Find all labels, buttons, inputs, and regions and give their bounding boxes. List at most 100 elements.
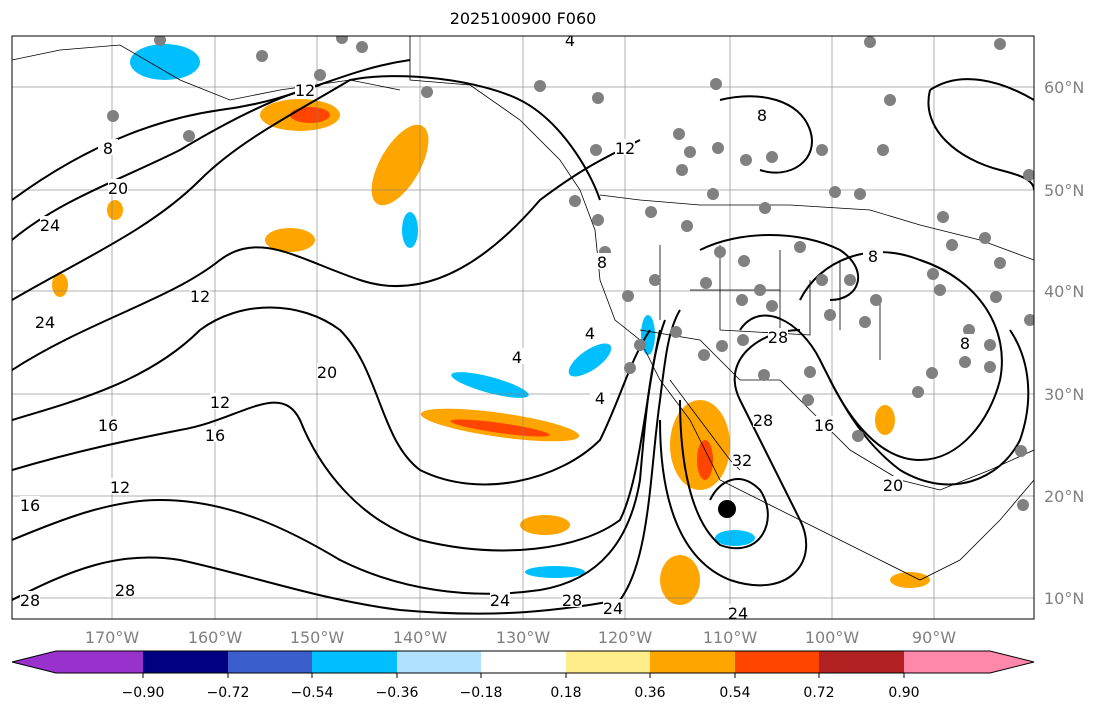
positive-shade (520, 515, 570, 535)
contour-label-bg (295, 81, 315, 97)
latitude-label: 50°N (1044, 181, 1084, 200)
contour-label: 28 (753, 411, 773, 430)
contour-label: 16 (20, 496, 40, 515)
station-dot (569, 195, 581, 207)
station-dot (740, 154, 752, 166)
station-dot (994, 38, 1006, 50)
positive-shade (660, 555, 700, 605)
contour-label: 32 (732, 451, 752, 470)
contour-label: 28 (115, 581, 135, 600)
station-dot (107, 110, 119, 122)
contour-label: 20 (108, 179, 128, 198)
station-dot (714, 246, 726, 258)
contour-label-bg (615, 139, 635, 155)
contour-label: 24 (40, 216, 60, 235)
contour-label-bg (98, 139, 118, 155)
contour-label: 24 (490, 591, 510, 610)
storm-center-marker (718, 500, 736, 518)
colorbar-tick-label: −0.90 (122, 685, 165, 701)
station-dot (759, 202, 771, 214)
contour-label-bg (753, 411, 773, 427)
contour-label-bg (110, 478, 130, 494)
contour-label-bg (768, 328, 788, 344)
contour-label: 8 (597, 253, 607, 272)
plot-title: 2025100900 F060 (449, 9, 597, 28)
station-dot (854, 188, 866, 200)
latitude-label: 40°N (1044, 282, 1084, 301)
contour-label-bg (20, 496, 40, 512)
positive-shade (107, 200, 123, 220)
station-dot (700, 277, 712, 289)
contour-label: 8 (757, 106, 767, 125)
station-dot (766, 300, 778, 312)
station-dot (984, 361, 996, 373)
station-dot (645, 206, 657, 218)
station-dot (622, 290, 634, 302)
latitude-labels: 60°N 50°N 40°N 30°N 20°N 10°N (1044, 78, 1084, 608)
latitude-label: 20°N (1044, 487, 1084, 506)
station-dot (758, 369, 770, 381)
colorbar-segment (143, 651, 228, 673)
station-dot (590, 144, 602, 156)
colorbar-tick-label: −0.18 (460, 685, 503, 701)
station-dot (1024, 314, 1034, 326)
contour-label: 28 (562, 591, 582, 610)
contour-label-bg (560, 36, 580, 47)
station-dot (670, 326, 682, 338)
station-dot (852, 430, 864, 442)
contour-label: 16 (98, 416, 118, 435)
longitude-label: 170°W (85, 628, 140, 647)
contour-label: 16 (205, 426, 225, 445)
contour-label: 24 (35, 313, 55, 332)
contour-label: 24 (728, 604, 748, 623)
station-dot (994, 257, 1006, 269)
station-dot (937, 211, 949, 223)
contour-label-bg (20, 591, 40, 607)
station-dot (314, 69, 326, 81)
contour-label: 24 (603, 599, 623, 618)
contour-label-bg (603, 599, 623, 615)
positive-shade (875, 405, 895, 435)
positive-shade (371, 124, 429, 206)
station-dot (829, 186, 841, 198)
negative-shade (568, 343, 612, 377)
station-dot (804, 366, 816, 378)
station-dot (707, 188, 719, 200)
station-dot (1023, 169, 1034, 181)
longitude-label: 100°W (805, 628, 860, 647)
contour-label: 4 (565, 31, 575, 50)
station-dot (356, 41, 368, 53)
colorbar-tick-label: −0.72 (207, 685, 250, 701)
station-dot (256, 50, 268, 62)
colorbar-tick-label: 0.36 (634, 685, 665, 701)
contour-label: 12 (110, 478, 130, 497)
contour-label-bg (507, 348, 527, 364)
station-dot (534, 80, 546, 92)
station-dot (859, 316, 871, 328)
station-dot (738, 255, 750, 267)
station-dot (673, 128, 685, 140)
station-dot (766, 151, 778, 163)
contour-label-bg (115, 581, 135, 597)
colorbar-segment (228, 651, 312, 673)
station-dots (107, 36, 1034, 511)
station-dot (716, 340, 728, 352)
station-dot (684, 146, 696, 158)
latitude-label: 60°N (1044, 78, 1084, 97)
colorbar-tick-label: 0.18 (550, 685, 581, 701)
station-dot (927, 268, 939, 280)
contour-label-bg (883, 476, 903, 492)
station-dot (754, 284, 766, 296)
colorbar-segment (650, 651, 735, 673)
contours (12, 59, 1034, 615)
station-dot (592, 92, 604, 104)
contour-label-bg (210, 393, 230, 409)
contour-label: 12 (615, 139, 635, 158)
contour-label-bg (580, 324, 600, 340)
positive-shade (290, 107, 330, 123)
station-dot (979, 232, 991, 244)
station-dot (802, 394, 814, 406)
colorbar-outline (11, 650, 1035, 674)
contour-label-bg (814, 416, 834, 432)
colorbar-tick-label: −0.54 (291, 685, 334, 701)
